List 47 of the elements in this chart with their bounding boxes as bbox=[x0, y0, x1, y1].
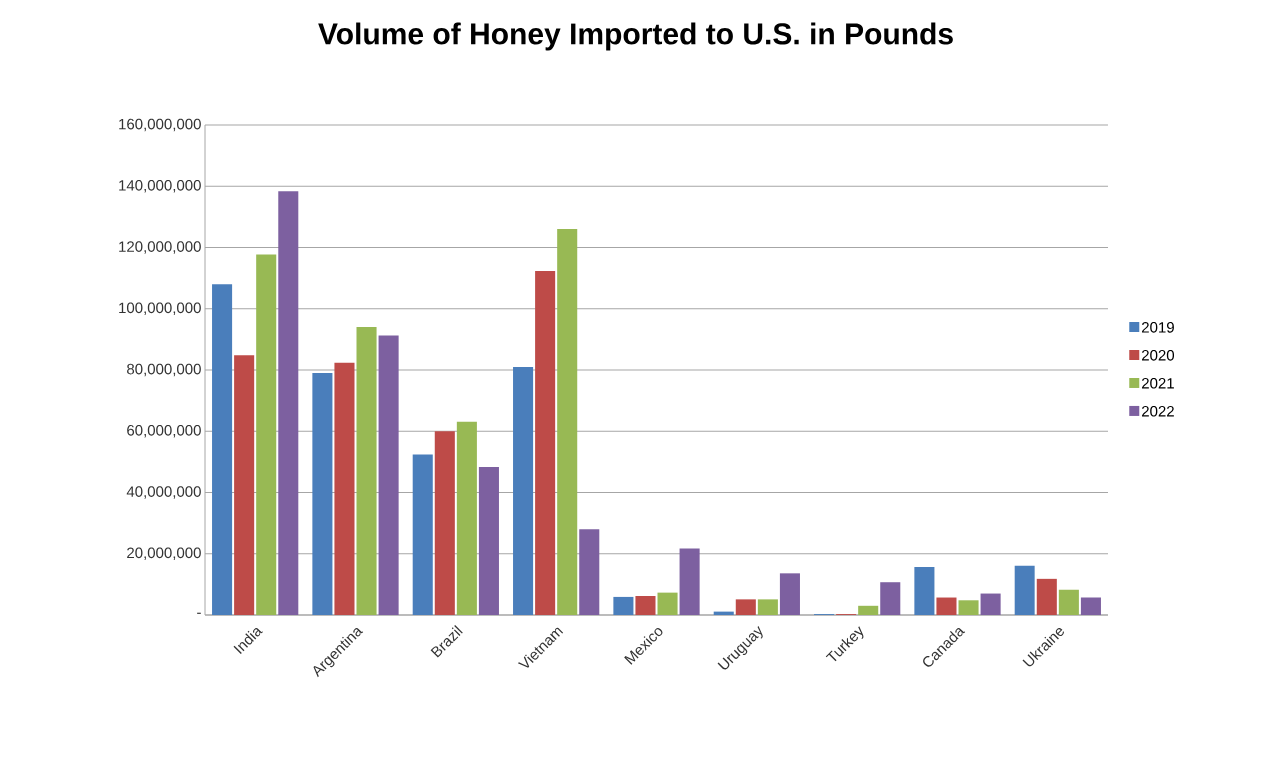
y-tick-label: 160,000,000 bbox=[119, 118, 201, 132]
bar bbox=[936, 597, 957, 615]
bar bbox=[880, 582, 901, 615]
legend-label: 2022 bbox=[1142, 405, 1174, 417]
bar bbox=[579, 529, 600, 615]
bar bbox=[613, 596, 634, 615]
bar bbox=[858, 605, 879, 615]
y-tick-label: 120,000,000 bbox=[119, 241, 201, 254]
legend-label: 2020 bbox=[1142, 350, 1175, 361]
y-tick-label: 80,000,000 bbox=[127, 363, 201, 377]
bar bbox=[779, 573, 800, 615]
bar bbox=[434, 431, 455, 615]
bar bbox=[513, 366, 534, 615]
legend-label: 2019 bbox=[1142, 322, 1174, 333]
bar bbox=[1036, 578, 1057, 615]
bar bbox=[914, 566, 935, 615]
bar bbox=[278, 191, 299, 615]
bar bbox=[757, 599, 778, 615]
bar bbox=[1058, 589, 1079, 615]
bar bbox=[980, 593, 1001, 615]
bar bbox=[735, 599, 756, 615]
y-tick-label: 100,000,000 bbox=[119, 302, 201, 315]
y-tick-label: 20,000,000 bbox=[127, 547, 201, 560]
bar bbox=[334, 362, 355, 615]
bar bbox=[456, 421, 477, 615]
bar bbox=[356, 327, 377, 615]
bar bbox=[256, 254, 277, 615]
bar bbox=[1014, 565, 1035, 615]
legend-label: 2021 bbox=[1142, 377, 1174, 389]
y-tick-label: 140,000,000 bbox=[119, 180, 201, 193]
bar bbox=[657, 592, 678, 615]
bar bbox=[412, 454, 433, 615]
bar bbox=[557, 229, 578, 615]
bar bbox=[958, 600, 979, 615]
bar bbox=[535, 271, 556, 615]
bar bbox=[478, 467, 499, 615]
y-tick-label: 40,000,000 bbox=[126, 486, 201, 499]
bar bbox=[378, 335, 399, 615]
y-tick-label: 60,000,000 bbox=[127, 425, 201, 438]
y-tick-label: - bbox=[197, 612, 201, 614]
bar bbox=[679, 548, 700, 615]
bar bbox=[312, 373, 333, 615]
chart-title: Volume of Honey Imported to U.S. in Pounds bbox=[318, 22, 953, 51]
bar bbox=[1080, 597, 1101, 615]
bar bbox=[635, 596, 656, 615]
bar bbox=[212, 284, 233, 615]
bar bbox=[234, 355, 255, 615]
